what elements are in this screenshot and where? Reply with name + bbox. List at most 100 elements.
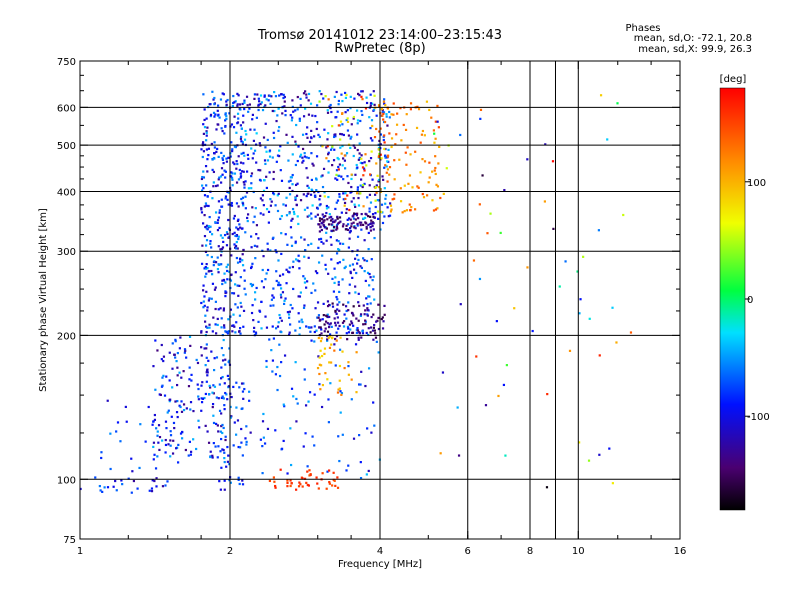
data-point: [230, 123, 234, 126]
data-point: [271, 325, 274, 328]
data-point: [294, 198, 297, 202]
data-point: [341, 350, 344, 353]
data-point: [169, 430, 172, 433]
data-point: [356, 166, 359, 169]
data-point: [303, 255, 306, 258]
data-point: [244, 231, 247, 234]
data-point: [303, 152, 306, 155]
data-point: [389, 204, 393, 207]
data-point: [326, 339, 329, 342]
data-point: [328, 323, 331, 326]
data-point: [270, 95, 273, 98]
data-point: [206, 158, 209, 161]
data-point: [274, 429, 277, 432]
data-point: [243, 279, 246, 282]
y-tick-label: 400: [57, 187, 76, 198]
data-point: [319, 340, 323, 343]
data-point: [597, 229, 600, 232]
data-point: [309, 193, 313, 196]
data-point: [206, 368, 209, 371]
data-point: [204, 164, 208, 168]
data-point: [380, 203, 384, 206]
data-point: [356, 109, 359, 112]
data-point: [241, 202, 245, 205]
data-point: [284, 297, 287, 300]
data-point: [200, 177, 204, 181]
data-point: [255, 286, 258, 290]
data-point: [226, 398, 229, 401]
data-point: [261, 268, 264, 272]
data-point: [263, 442, 267, 445]
data-point: [377, 104, 381, 107]
data-point: [343, 313, 346, 316]
data-point: [235, 167, 238, 170]
data-point: [367, 247, 370, 251]
data-point: [231, 178, 234, 181]
data-point: [225, 103, 228, 106]
data-point: [220, 466, 223, 469]
data-point: [364, 153, 367, 156]
data-point: [283, 354, 287, 357]
data-point: [197, 395, 200, 398]
data-point: [431, 170, 434, 173]
data-point: [162, 374, 165, 377]
data-point: [330, 258, 333, 261]
data-point: [278, 94, 281, 97]
data-point: [217, 178, 220, 181]
data-point: [330, 325, 333, 328]
data-point: [289, 179, 292, 182]
data-point: [479, 117, 482, 120]
data-point: [305, 286, 308, 289]
data-point: [327, 303, 331, 307]
data-point: [229, 273, 233, 277]
data-point: [205, 380, 208, 383]
data-point: [213, 115, 216, 118]
data-point: [305, 93, 308, 96]
data-point: [337, 168, 340, 171]
data-point: [399, 200, 403, 203]
data-point: [156, 349, 159, 352]
data-point: [272, 304, 275, 307]
data-point: [283, 100, 286, 103]
data-point: [200, 331, 203, 334]
data-point: [154, 467, 158, 470]
data-point: [336, 298, 339, 301]
data-point: [222, 397, 225, 400]
data-point: [378, 148, 381, 151]
data-point: [132, 479, 136, 483]
data-point: [217, 397, 220, 400]
data-point: [220, 412, 223, 415]
data-point: [235, 202, 239, 205]
data-point: [430, 116, 433, 119]
data-point: [238, 284, 241, 287]
data-point: [268, 155, 272, 158]
data-point: [305, 96, 308, 99]
data-point: [276, 209, 280, 213]
data-point: [436, 104, 439, 108]
data-point: [328, 216, 331, 219]
data-point: [306, 206, 309, 209]
data-point: [503, 188, 506, 192]
data-point: [223, 479, 226, 482]
data-point: [211, 168, 214, 172]
data-point: [330, 337, 334, 340]
data-point: [253, 244, 256, 247]
data-point: [343, 159, 347, 162]
data-point: [383, 141, 386, 144]
data-point: [309, 473, 312, 477]
data-point: [271, 156, 274, 159]
data-point: [233, 115, 236, 118]
data-point: [219, 248, 222, 251]
data-point: [352, 217, 356, 220]
data-point: [223, 488, 226, 491]
data-point: [277, 107, 280, 110]
data-point: [202, 306, 205, 309]
data-point: [212, 170, 216, 174]
data-point: [253, 128, 256, 131]
data-point: [223, 460, 226, 464]
data-point: [337, 174, 340, 177]
data-point: [371, 329, 375, 332]
data-point: [220, 247, 224, 250]
data-point: [221, 448, 224, 451]
data-point: [362, 304, 365, 307]
